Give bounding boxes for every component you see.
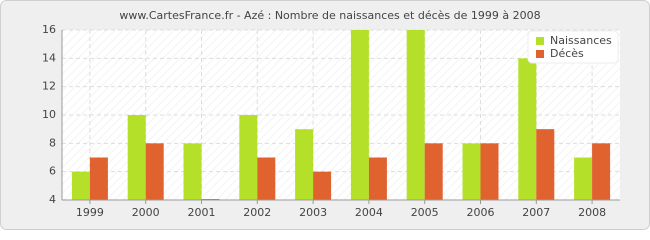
bar [462,143,481,200]
bar [480,143,499,200]
x-tick-label: 2004 [355,206,383,219]
x-tick-label: 2002 [243,206,271,219]
bar [424,143,443,200]
x-tick-label: 2001 [188,206,216,219]
x-tick-label: 2003 [299,206,327,219]
y-tick-label: 16 [42,23,56,36]
bar [239,115,258,200]
x-tick-label: 2008 [578,206,606,219]
bar [350,30,369,200]
bar [295,129,314,200]
bar [89,157,108,200]
y-tick-label: 4 [49,193,56,206]
bar [257,157,276,200]
x-tick-label: 1999 [76,206,104,219]
chart: www.CartesFrance.fr - Azé : Nombre de na… [0,0,650,230]
bar [183,143,202,200]
x-tick-label: 2006 [467,206,495,219]
legend-label: Décès [550,47,584,60]
x-tick-label: 2005 [411,206,439,219]
x-tick-label: 2000 [132,206,160,219]
x-tick-label: 2007 [522,206,550,219]
bar [71,171,90,200]
bar [127,115,146,200]
bar [574,157,593,200]
y-tick-label: 6 [49,165,56,178]
y-tick-label: 8 [49,136,56,149]
legend-swatch [536,37,544,45]
bar [592,143,611,200]
y-tick-label: 12 [42,80,56,93]
bar [313,171,332,200]
bar [368,157,387,200]
bar [518,58,537,201]
legend-swatch [536,50,544,58]
chart-title: www.CartesFrance.fr - Azé : Nombre de na… [119,9,540,22]
bar [145,143,164,200]
legend-label: Naissances [550,34,612,47]
legend-box [527,30,619,64]
bar [536,129,555,200]
bar [406,30,425,200]
y-tick-label: 10 [42,108,56,121]
y-tick-label: 14 [42,51,56,64]
